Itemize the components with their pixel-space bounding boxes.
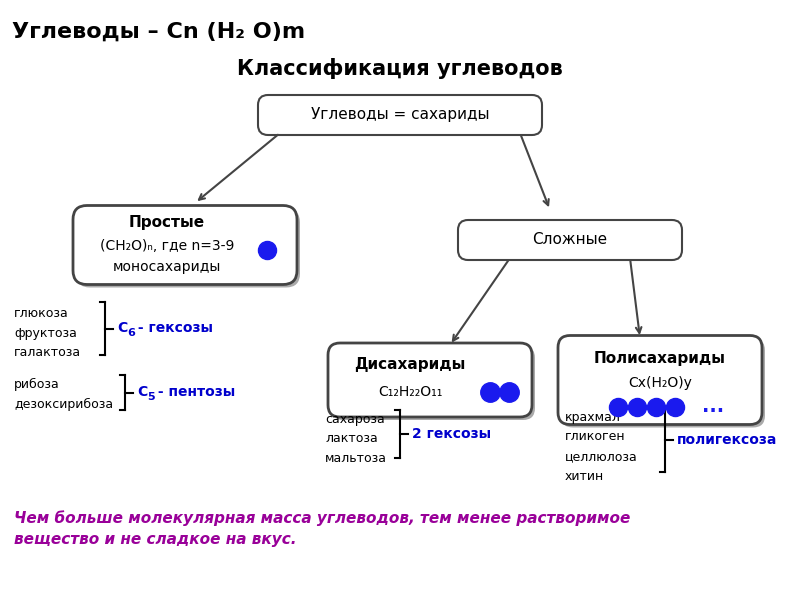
Text: Чем больше молекулярная масса углеводов, тем менее растворимое
вещество и не сла: Чем больше молекулярная масса углеводов,… [14,510,630,547]
Text: Полисахариды: Полисахариды [594,350,726,365]
Text: рибоза
дезоксирибоза: рибоза дезоксирибоза [14,378,113,411]
Text: Классификация углеводов: Классификация углеводов [237,58,563,79]
Text: - пентозы: - пентозы [153,385,235,400]
Text: 5: 5 [147,392,154,403]
Text: глюкоза
фруктоза
галактоза: глюкоза фруктоза галактоза [14,307,81,359]
Text: Углеводы – Cn (H₂ O)m: Углеводы – Cn (H₂ O)m [12,22,305,42]
Text: (CH₂O)ₙ, где n=3-9: (CH₂O)ₙ, где n=3-9 [100,239,234,253]
Text: Простые: Простые [129,215,205,230]
Text: крахмал
гликоген
целлюлоза
хитин: крахмал гликоген целлюлоза хитин [565,411,638,482]
FancyBboxPatch shape [328,343,532,417]
Text: полигексоза: полигексоза [677,433,778,447]
Text: 2 гексозы: 2 гексозы [412,427,491,441]
FancyBboxPatch shape [73,205,297,284]
FancyBboxPatch shape [331,346,535,420]
FancyBboxPatch shape [561,338,765,427]
Text: С: С [137,385,147,400]
Text: C₁₂H₂₂O₁₁: C₁₂H₂₂O₁₁ [378,385,442,399]
Text: ...: ... [702,397,724,416]
FancyBboxPatch shape [558,335,762,425]
FancyBboxPatch shape [258,95,542,135]
FancyBboxPatch shape [76,208,300,287]
Text: сахароза
лактоза
мальтоза: сахароза лактоза мальтоза [325,413,387,465]
Text: Углеводы = сахариды: Углеводы = сахариды [310,107,490,122]
FancyBboxPatch shape [458,220,682,260]
Text: моносахариды: моносахариды [113,260,221,274]
Text: Сложные: Сложные [533,232,607,247]
Text: Cx(H₂O)y: Cx(H₂O)y [628,376,692,390]
Text: - гексозы: - гексозы [133,322,213,335]
Text: 6: 6 [127,329,135,338]
Text: С: С [117,322,127,335]
Text: Дисахариды: Дисахариды [354,358,466,373]
